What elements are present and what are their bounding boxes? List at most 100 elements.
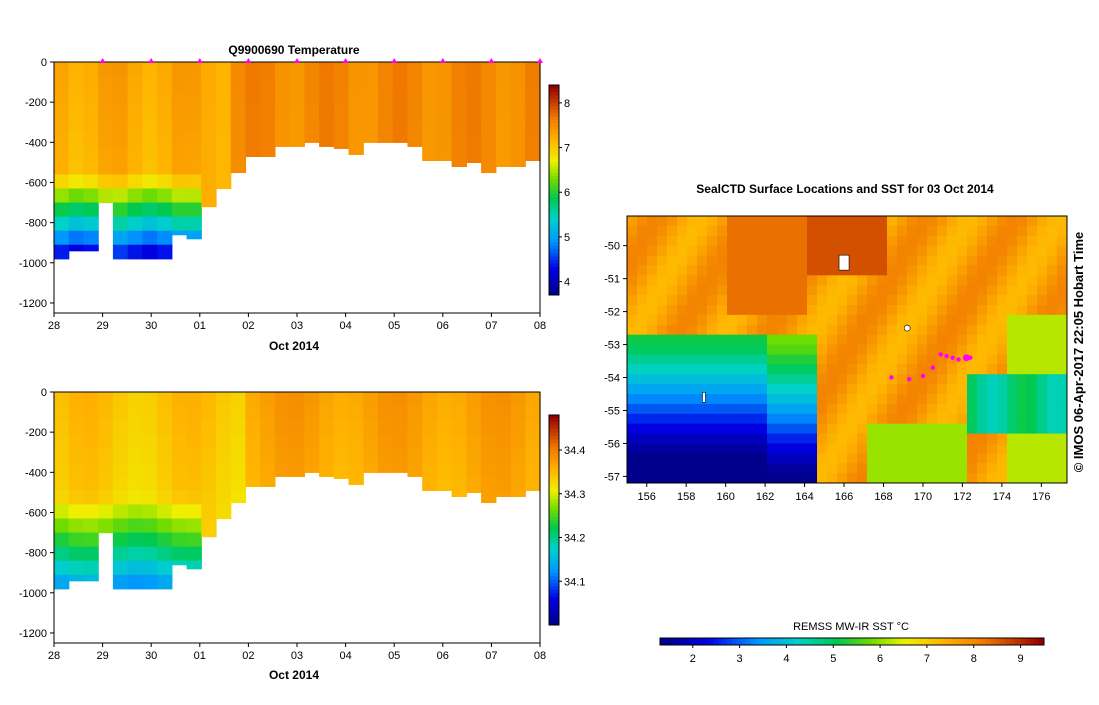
sst-cell (1057, 354, 1068, 365)
section-cell (260, 448, 276, 463)
section-cell (201, 392, 217, 407)
section-cell (289, 118, 305, 133)
sst-cell (817, 473, 828, 484)
section-cell (348, 420, 364, 435)
sst-cell (1037, 255, 1048, 266)
sst-cell (937, 245, 948, 257)
sst-cell (857, 344, 868, 355)
section-cell (216, 504, 232, 520)
section-cell (186, 118, 202, 133)
sst-cell (1057, 285, 1068, 296)
sst-cell (727, 384, 738, 395)
section-cell (392, 462, 409, 473)
sst-cell (737, 255, 748, 266)
sst-cell (1037, 334, 1048, 346)
x-tick-label: 01 (194, 650, 206, 662)
section-cell (436, 462, 453, 477)
sst-cell (967, 384, 978, 395)
section-cell (83, 574, 99, 582)
sst-cell (927, 255, 938, 266)
sst-cell (887, 225, 898, 237)
section-cell (495, 490, 512, 498)
section-cell (510, 448, 526, 463)
sst-cell (737, 403, 748, 415)
section-cell (186, 90, 202, 105)
colorbar-segment (549, 429, 559, 433)
lat-tick-label: -56 (604, 438, 620, 450)
colorbar-tick-label: 7 (564, 143, 570, 155)
lon-tick-label: 164 (795, 491, 813, 503)
section-cell (68, 462, 85, 477)
section-cell (112, 462, 129, 477)
section-cell (245, 132, 261, 147)
section-cell (142, 104, 158, 119)
sst-cell (797, 413, 808, 425)
sst-cell (697, 285, 708, 296)
sst-cell (887, 473, 898, 484)
sst-cell (867, 473, 878, 484)
sst-cell (857, 295, 868, 306)
section-cell (157, 490, 173, 506)
section-cell (171, 104, 188, 119)
section-cell (142, 244, 158, 260)
colorbar-segment (1020, 638, 1026, 645)
colorbar-segment (549, 148, 559, 152)
section-cell (112, 518, 129, 534)
sst-cell (727, 394, 738, 405)
section-cell (319, 434, 335, 449)
sst-cell (797, 403, 808, 415)
section-cell (392, 406, 409, 421)
colorbar-segment (760, 638, 767, 645)
colorbar-segment (549, 450, 559, 454)
sst-cell (1017, 344, 1028, 355)
sst-cell (907, 216, 918, 227)
sst-cell (917, 285, 928, 296)
section-cell (68, 62, 85, 77)
section-cell (68, 434, 85, 449)
section-cell (348, 434, 364, 449)
sst-cell (947, 334, 958, 346)
section-cell (495, 146, 512, 161)
sst-cell (867, 394, 878, 405)
sst-cell (797, 364, 808, 375)
section-cell (422, 104, 438, 119)
sst-cell (987, 334, 998, 346)
sst-cell (787, 275, 798, 286)
sst-cell (1047, 354, 1058, 365)
sst-cell (737, 354, 748, 365)
section-cell (142, 546, 158, 562)
section-cell (157, 560, 173, 576)
section-cell (274, 448, 291, 463)
section-cell (98, 62, 114, 77)
sst-cell (667, 453, 678, 464)
sst-cell (1017, 275, 1028, 286)
colorbar-segment (549, 460, 559, 465)
sst-cell (837, 354, 848, 365)
section-cell (112, 490, 129, 506)
section-cell (127, 504, 143, 520)
section-cell (378, 104, 394, 119)
sst-cell (997, 453, 1008, 464)
x-tick-label: 03 (291, 320, 303, 332)
sst-cell (687, 403, 698, 415)
section-cell (525, 462, 541, 477)
section-cell (304, 392, 320, 407)
sst-cell (1057, 344, 1068, 355)
sst-cell (707, 374, 718, 385)
sst-cell (1027, 433, 1038, 444)
sst-cell (677, 255, 688, 266)
colorbar-segment (549, 95, 559, 100)
section-cell (378, 448, 394, 463)
sst-cell (687, 285, 698, 296)
colorbar-segment (549, 256, 559, 261)
sst-cell (737, 384, 748, 395)
sst-cell (917, 334, 928, 346)
sst-cell (697, 265, 708, 276)
sst-cell (877, 314, 888, 326)
sst-cell (827, 443, 838, 454)
sst-cell (677, 394, 688, 405)
sst-cell (927, 413, 938, 425)
sst-cell (1047, 265, 1058, 276)
colorbar-segment (549, 415, 559, 419)
section-cell (171, 230, 188, 236)
